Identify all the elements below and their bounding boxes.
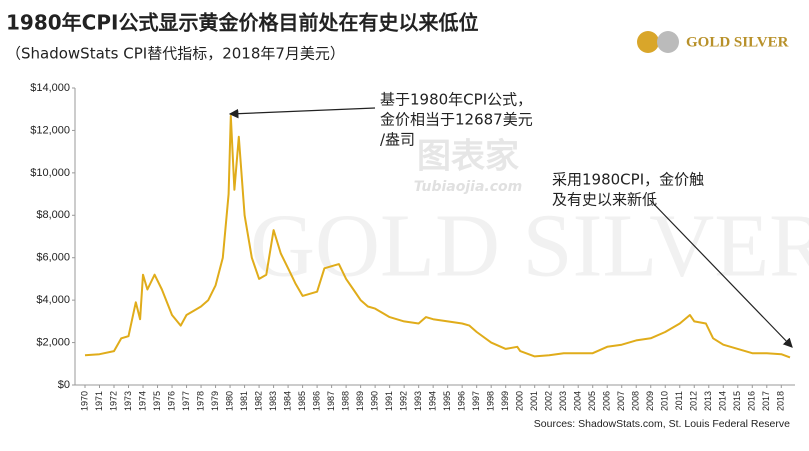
annotation: 金价相当于12687美元 bbox=[380, 111, 533, 129]
x-tick-label: 1994 bbox=[428, 391, 438, 411]
x-tick-label: 1973 bbox=[123, 391, 133, 411]
x-tick-label: 2016 bbox=[747, 391, 757, 411]
x-tick-label: 1984 bbox=[282, 391, 292, 411]
x-tick-label: 1999 bbox=[500, 391, 510, 411]
x-tick-label: 2010 bbox=[660, 391, 670, 411]
x-tick-label: 1990 bbox=[369, 391, 379, 411]
x-tick-label: 2017 bbox=[761, 391, 771, 411]
annotation: /盎司 bbox=[380, 131, 415, 149]
logo: GOLD SILVER bbox=[686, 34, 789, 50]
x-tick-label: 1992 bbox=[399, 391, 409, 411]
x-tick-label: 1983 bbox=[268, 391, 278, 411]
y-tick-label: $12,000 bbox=[30, 124, 70, 136]
x-tick-label: 1970 bbox=[79, 391, 89, 411]
annotation: 及有史以来新低 bbox=[552, 191, 657, 209]
logo-coin bbox=[637, 31, 659, 53]
x-tick-label: 2014 bbox=[718, 391, 728, 411]
watermark-logo: GOLD SILVER bbox=[250, 197, 809, 296]
x-tick-label: 1997 bbox=[471, 391, 481, 411]
x-tick-label: 1989 bbox=[355, 391, 365, 411]
x-tick-label: 1981 bbox=[239, 391, 249, 411]
y-tick-label: $2,000 bbox=[36, 336, 70, 348]
x-tick-label: 1993 bbox=[413, 391, 423, 411]
x-tick-label: 1972 bbox=[108, 391, 118, 411]
chart-title: 1980年CPI公式显示黄金价格目前处在有史以来低位 bbox=[6, 11, 478, 35]
source: Sources: ShadowStats.com, St. Louis Fede… bbox=[534, 418, 790, 430]
x-tick-label: 2009 bbox=[645, 391, 655, 411]
logo-coin bbox=[657, 31, 679, 53]
x-tick-label: 2018 bbox=[776, 391, 786, 411]
x-tick-label: 2001 bbox=[529, 391, 539, 411]
x-tick-label: 1987 bbox=[326, 391, 336, 411]
x-tick-label: 2000 bbox=[515, 391, 525, 411]
x-tick-label: 2008 bbox=[631, 391, 641, 411]
x-tick-label: 1985 bbox=[297, 391, 307, 411]
x-tick-label: 2006 bbox=[602, 391, 612, 411]
x-tick-label: 2011 bbox=[674, 391, 684, 410]
x-tick-label: 1996 bbox=[457, 391, 467, 411]
x-tick-label: 1976 bbox=[166, 391, 176, 411]
x-tick-label: 2015 bbox=[732, 391, 742, 411]
y-tick-label: $8,000 bbox=[36, 209, 70, 221]
annotation: 采用1980CPI，金价触 bbox=[552, 171, 704, 189]
y-tick-label: $10,000 bbox=[30, 167, 70, 179]
arrow bbox=[228, 107, 376, 119]
x-tick-label: 1998 bbox=[486, 391, 496, 411]
y-tick-label: $0 bbox=[58, 379, 70, 391]
x-tick-label: 2013 bbox=[703, 391, 713, 411]
annotation: 基于1980年CPI公式， bbox=[380, 91, 532, 109]
line bbox=[84, 114, 791, 359]
y-tick-label: $6,000 bbox=[36, 252, 70, 264]
x-tick-label: 1975 bbox=[152, 391, 162, 411]
x-tick-label: 1980 bbox=[224, 391, 234, 411]
y-tick-label: $14,000 bbox=[30, 82, 70, 94]
x-tick-label: 1977 bbox=[181, 391, 191, 411]
x-tick-label: 1974 bbox=[137, 391, 147, 411]
x-tick-label: 2012 bbox=[689, 391, 699, 411]
x-tick-label: 2002 bbox=[544, 391, 554, 411]
x-tick-label: 2007 bbox=[616, 391, 626, 411]
x-tick-label: 1978 bbox=[195, 391, 205, 411]
x-tick-label: 1988 bbox=[340, 391, 350, 411]
x-tick-label: 1982 bbox=[253, 391, 263, 411]
chart-subtitle: （ShadowStats CPI替代指标，2018年7月美元） bbox=[6, 45, 345, 63]
watermark: 图表家 bbox=[417, 137, 519, 177]
watermark: Tubiaojia.com bbox=[414, 179, 522, 195]
x-tick-label: 1979 bbox=[210, 391, 220, 411]
x-tick-label: 1991 bbox=[384, 391, 394, 411]
x-tick-label: 1986 bbox=[311, 391, 321, 411]
arrow bbox=[649, 199, 793, 348]
x-tick-label: 2005 bbox=[587, 391, 597, 411]
x-tick-label: 2003 bbox=[558, 391, 568, 411]
x-tick-label: 1971 bbox=[94, 391, 104, 411]
x-tick-label: 2004 bbox=[573, 391, 583, 411]
x-tick-label: 1995 bbox=[442, 391, 452, 411]
y-tick-label: $4,000 bbox=[36, 294, 70, 306]
